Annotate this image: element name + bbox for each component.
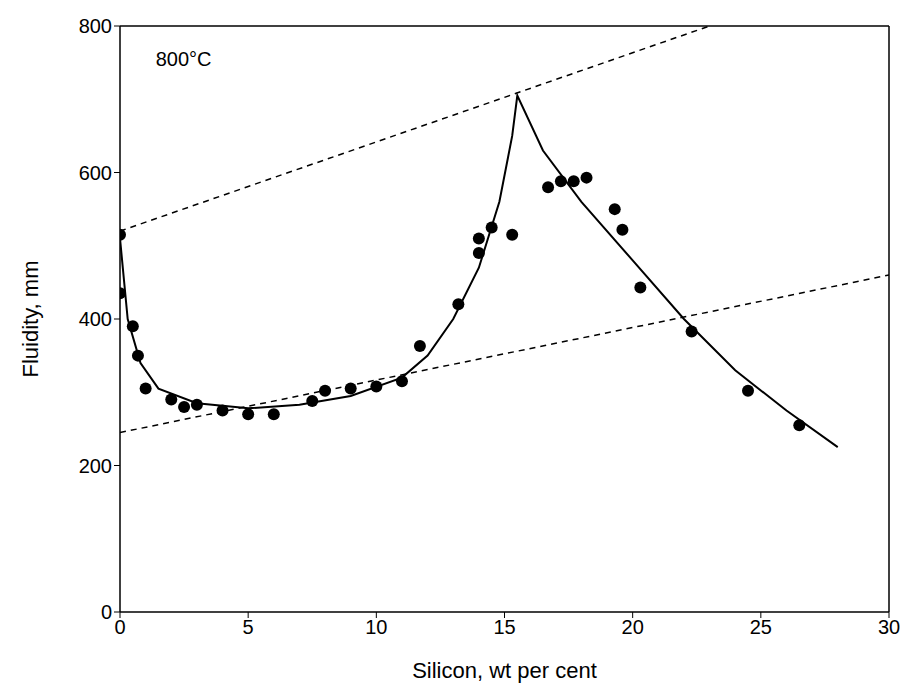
svg-text:20: 20	[622, 616, 644, 638]
svg-text:800: 800	[79, 15, 112, 37]
svg-text:25: 25	[750, 616, 772, 638]
svg-text:200: 200	[79, 455, 112, 477]
svg-text:15: 15	[493, 616, 515, 638]
svg-text:30: 30	[878, 616, 900, 638]
svg-text:5: 5	[243, 616, 254, 638]
svg-text:400: 400	[79, 308, 112, 330]
svg-text:0: 0	[101, 601, 112, 623]
svg-text:Silicon, wt per cent: Silicon, wt per cent	[412, 658, 597, 683]
svg-text:600: 600	[79, 162, 112, 184]
svg-text:10: 10	[365, 616, 387, 638]
svg-text:800°C: 800°C	[156, 48, 212, 70]
svg-text:0: 0	[114, 616, 125, 638]
svg-text:Fluidity, mm: Fluidity, mm	[18, 261, 43, 378]
